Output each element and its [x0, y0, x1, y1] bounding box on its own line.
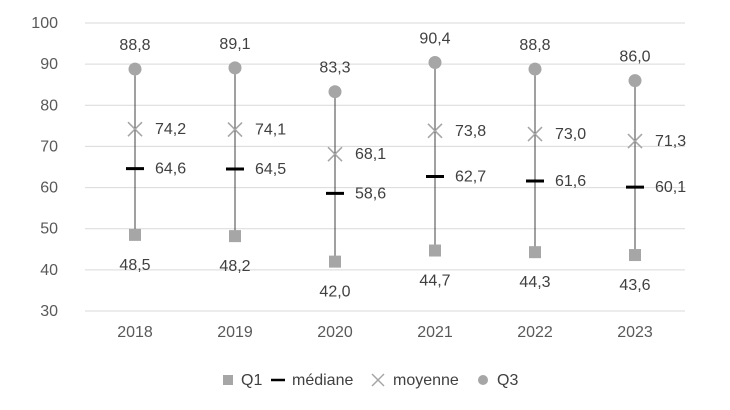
- gridlines: [85, 22, 685, 312]
- q3-marker: [328, 85, 342, 99]
- y-tick-label: 40: [40, 262, 58, 279]
- moyenne-data-label: 73,0: [555, 126, 586, 143]
- y-tick-label: 80: [40, 97, 58, 114]
- moyenne-marker: [127, 121, 143, 137]
- q1-data-label: 48,2: [219, 258, 250, 275]
- legend-label: Q1: [241, 372, 262, 389]
- q3-data-label: 88,8: [519, 37, 550, 54]
- q1-data-label: 42,0: [319, 284, 350, 301]
- legend-swatch: [371, 373, 385, 387]
- q3-data-label: 86,0: [619, 49, 650, 66]
- legend-item-moyenne: moyenne: [371, 372, 459, 389]
- y-tick-label: 90: [40, 56, 58, 73]
- q1-data-label: 44,7: [419, 273, 450, 290]
- x-tick-label: 2021: [417, 324, 453, 341]
- q1-data-label: 48,5: [119, 257, 150, 274]
- x-tick-label: 2023: [617, 324, 653, 341]
- y-tick-label: 70: [40, 138, 58, 155]
- legend-label: médiane: [292, 372, 353, 389]
- legend-item-q3: Q3: [478, 372, 518, 389]
- q3-marker: [128, 62, 142, 76]
- data-labels: 48,5 48,2 42,0 44,7 44,3 43,6 64,6 64,5 58,6 62,7…: [119, 30, 686, 300]
- legend-swatch: [223, 375, 233, 385]
- moyenne-marker: [527, 126, 543, 142]
- q1-data-label: 43,6: [619, 277, 650, 294]
- mediane-data-label: 62,7: [455, 168, 486, 185]
- y-tick-label: 30: [40, 303, 58, 320]
- q3-data-label: 90,4: [419, 30, 450, 47]
- moyenne-marker: [427, 123, 443, 139]
- q1-marker: [429, 244, 441, 257]
- mediane-data-label: 60,1: [655, 179, 686, 196]
- mediane-data-label: 61,6: [555, 173, 586, 190]
- q3-data-label: 88,8: [119, 37, 150, 54]
- legend-swatch: [478, 375, 488, 385]
- moyenne-data-label: 71,3: [655, 133, 686, 150]
- moyenne-data-label: 73,8: [455, 123, 486, 140]
- mediane-data-label: 64,6: [155, 161, 186, 178]
- mediane-data-label: 58,6: [355, 185, 386, 202]
- q3-marker: [628, 74, 642, 88]
- y-tick-label: 60: [40, 180, 58, 197]
- moyenne-data-label: 68,1: [355, 146, 386, 163]
- moyenne-marker: [327, 146, 343, 162]
- mediane-data-label: 64,5: [255, 161, 286, 178]
- legend-label: moyenne: [393, 372, 459, 389]
- q1-marker: [129, 228, 141, 241]
- legend-item-q1: Q1: [223, 372, 262, 389]
- y-tick-label: 50: [40, 221, 58, 238]
- legend-item-mediane: médiane: [271, 372, 353, 389]
- q3-marker: [428, 55, 442, 69]
- legend-label: Q3: [497, 372, 518, 389]
- moyenne-data-label: 74,2: [155, 121, 186, 138]
- q3-marker: [228, 61, 242, 75]
- x-tick-label: 2019: [217, 324, 253, 341]
- moyenne-data-label: 74,1: [255, 122, 286, 139]
- y-axis-ticks: 30 40 50 60 70 80 90 100: [31, 15, 58, 320]
- q1-data-label: 44,3: [519, 274, 550, 291]
- x-axis-ticks: 2018 2019 2020 2021 2022 2023: [117, 324, 653, 341]
- q3-data-label: 83,3: [319, 60, 350, 77]
- range-lines: [134, 62, 636, 262]
- moyenne-marker: [627, 133, 643, 149]
- q1-marker: [329, 255, 341, 268]
- q3-marker: [528, 62, 542, 76]
- q1-marker: [229, 230, 241, 243]
- data-marks: [126, 55, 644, 268]
- q3-data-label: 89,1: [219, 36, 250, 53]
- q1-marker: [629, 249, 641, 262]
- moyenne-marker: [227, 121, 243, 138]
- q1-marker: [529, 246, 541, 259]
- legend: Q1 médiane moyenne Q3: [223, 372, 518, 389]
- x-tick-label: 2022: [517, 324, 553, 341]
- x-tick-label: 2020: [317, 324, 353, 341]
- x-tick-label: 2018: [117, 324, 153, 341]
- y-tick-label: 100: [31, 15, 58, 32]
